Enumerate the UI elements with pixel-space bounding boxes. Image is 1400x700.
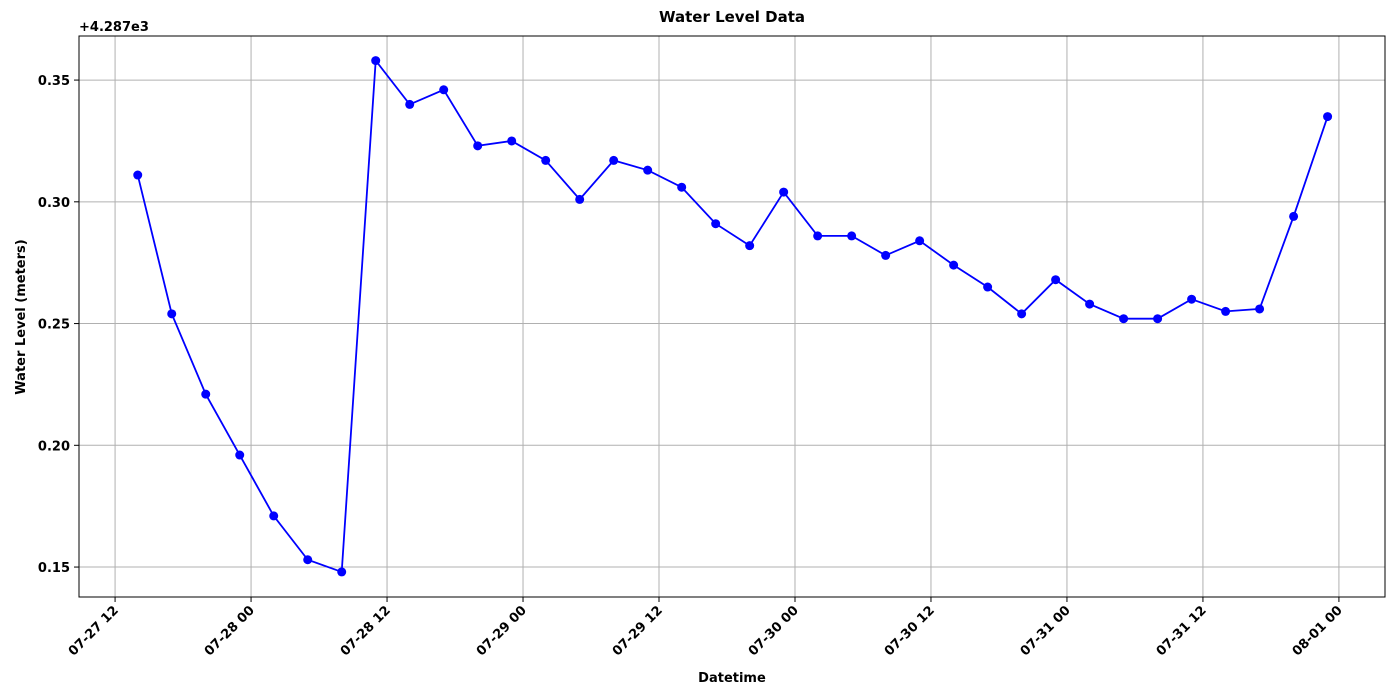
x-tick-label: 07-30 12 [882, 603, 938, 659]
data-point [507, 136, 517, 146]
x-tick-label: 08-01 00 [1290, 603, 1346, 659]
data-point [745, 241, 755, 251]
chart-title: Water Level Data [659, 8, 805, 26]
data-point [643, 165, 653, 175]
data-point [949, 260, 959, 270]
y-tick-label: 0.35 [38, 74, 70, 89]
data-point [1153, 314, 1163, 324]
y-axis-label: Water Level (meters) [14, 239, 29, 394]
data-point [133, 170, 143, 180]
data-point [1289, 211, 1299, 221]
data-point [439, 85, 449, 95]
x-tick-label: 07-29 12 [610, 603, 666, 659]
y-tick-label: 0.20 [38, 439, 70, 454]
y-tick-label: 0.15 [38, 561, 70, 576]
data-point [337, 567, 347, 577]
y-tick-label: 0.25 [38, 318, 70, 333]
x-tick-label: 07-31 12 [1154, 603, 1210, 659]
data-point [847, 231, 857, 241]
x-tick-label: 07-28 12 [338, 603, 394, 659]
data-point [1221, 306, 1231, 316]
data-point [609, 155, 619, 165]
data-point [881, 250, 891, 260]
data-point [575, 194, 585, 204]
data-point [303, 555, 313, 565]
x-axis-label: Datetime [698, 671, 766, 686]
x-tick-label: 07-29 00 [474, 603, 530, 659]
data-point [779, 187, 789, 197]
data-point [371, 56, 381, 66]
data-point [1255, 304, 1265, 314]
data-point [1085, 299, 1095, 309]
data-point [167, 309, 177, 319]
data-point [201, 389, 211, 399]
data-point [235, 450, 245, 460]
data-point [473, 141, 483, 151]
data-line [136, 58, 1329, 574]
x-tick-label: 07-31 00 [1018, 603, 1074, 659]
x-tick-label: 07-28 00 [202, 603, 258, 659]
y-offset-label: +4.287e3 [79, 20, 149, 35]
x-tick-label: 07-27 12 [66, 603, 122, 659]
x-tick-label: 07-30 00 [746, 603, 802, 659]
data-point [1017, 309, 1027, 319]
data-point [541, 155, 551, 165]
data-point [1051, 275, 1061, 285]
y-tick-label: 0.30 [38, 196, 70, 211]
data-point [1187, 294, 1197, 304]
data-point [405, 99, 415, 109]
data-point [677, 182, 687, 192]
data-point [915, 236, 925, 246]
data-point [813, 231, 823, 241]
data-point [1119, 314, 1129, 324]
data-point [983, 282, 993, 292]
data-point [1323, 112, 1333, 122]
data-point [269, 511, 279, 521]
plot-frame [78, 35, 1386, 598]
data-point [711, 219, 721, 229]
